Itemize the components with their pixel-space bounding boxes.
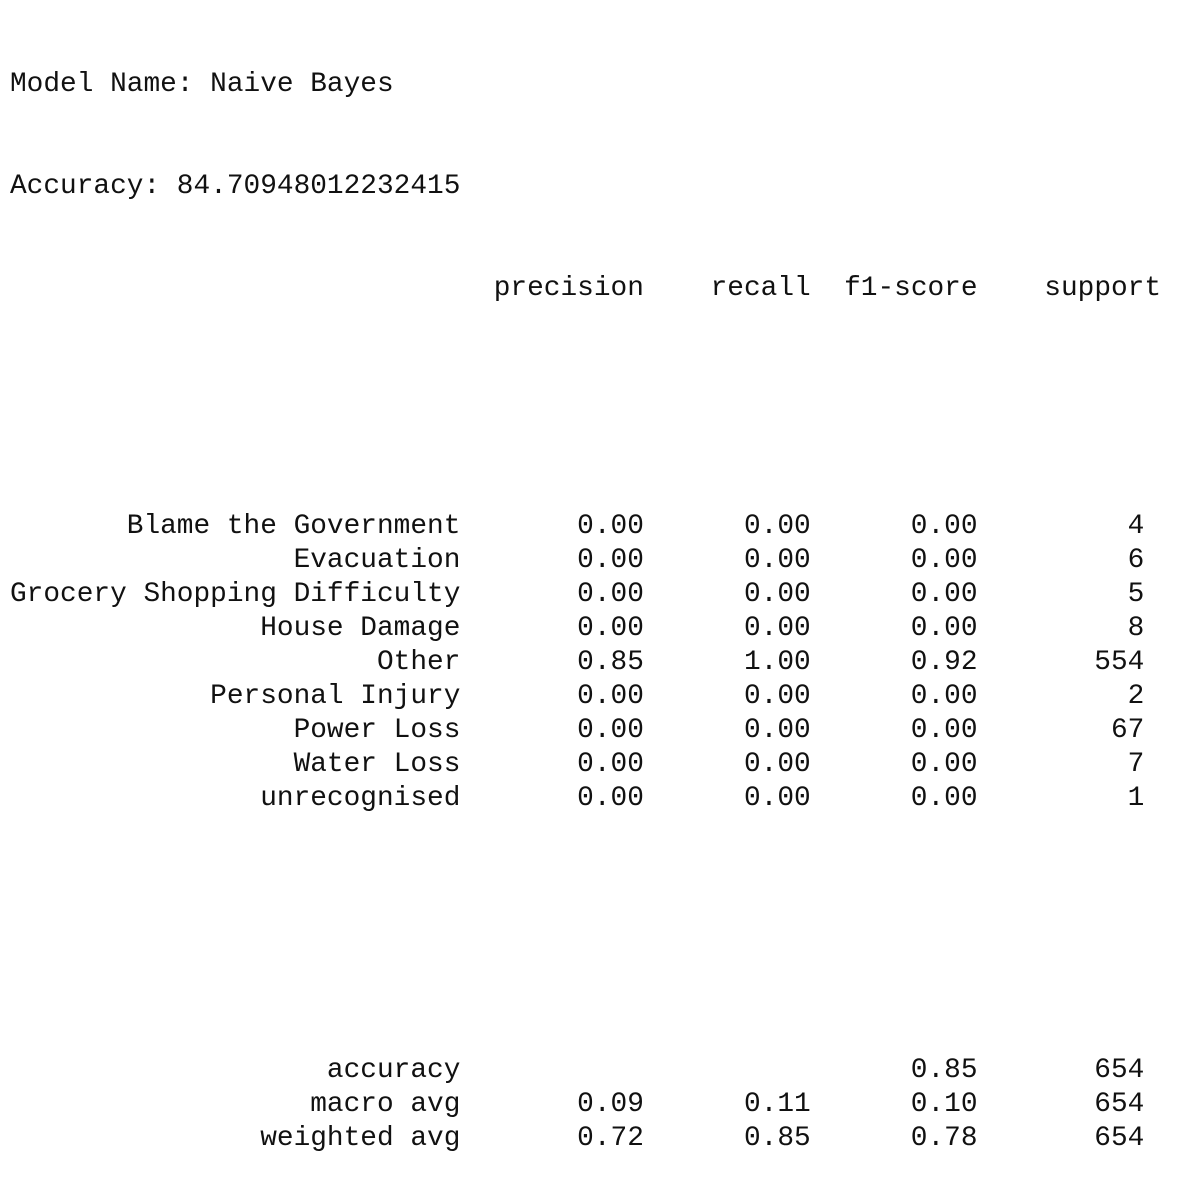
row-label: Water Loss: [10, 749, 461, 780]
cell-precision: [460, 1055, 644, 1086]
cell-support: 554: [977, 647, 1145, 678]
row-label: accuracy: [10, 1055, 461, 1086]
cell-precision: 0.00: [460, 613, 644, 644]
report-row: unrecognised 0.00 0.00 0.00 1: [10, 782, 1161, 816]
report-row: Water Loss 0.00 0.00 0.00 7: [10, 748, 1161, 782]
column-header-support: support: [1044, 273, 1162, 304]
cell-support: 654: [977, 1123, 1145, 1154]
cell-precision: 0.00: [460, 545, 644, 576]
cell-recall: 0.00: [643, 681, 811, 712]
cell-recall: 0.85: [643, 1123, 811, 1154]
report-row: Evacuation 0.00 0.00 0.00 6: [10, 544, 1161, 578]
cell-recall: 0.00: [643, 715, 811, 746]
cell-f1-score: 0.10: [810, 1089, 978, 1120]
cell-f1-score: 0.00: [810, 749, 978, 780]
row-label: Evacuation: [10, 545, 461, 576]
summary-row: macro avg 0.09 0.11 0.10 654: [10, 1088, 1161, 1122]
cell-precision: 0.72: [460, 1123, 644, 1154]
cell-f1-score: 0.00: [810, 579, 978, 610]
report-row: Grocery Shopping Difficulty 0.00 0.00 0.…: [10, 578, 1161, 612]
cell-precision: 0.09: [460, 1089, 644, 1120]
column-header-f1-score: f1-score: [844, 273, 978, 304]
row-label: Blame the Government: [10, 511, 461, 542]
cell-support: 2: [977, 681, 1145, 712]
cell-support: 5: [977, 579, 1145, 610]
cell-support: 654: [977, 1089, 1145, 1120]
cell-precision: 0.00: [460, 579, 644, 610]
cell-f1-score: 0.00: [810, 613, 978, 644]
class-rows: Blame the Government 0.00 0.00 0.00 4 Ev…: [10, 510, 1161, 816]
cell-recall: 0.00: [643, 511, 811, 542]
report-row: Other 0.85 1.00 0.92 554: [10, 646, 1161, 680]
cell-precision: 0.85: [460, 647, 644, 678]
cell-f1-score: 0.00: [810, 681, 978, 712]
report-row: Personal Injury 0.00 0.00 0.00 2: [10, 680, 1161, 714]
cell-precision: 0.00: [460, 715, 644, 746]
summary-row: weighted avg 0.72 0.85 0.78 654: [10, 1122, 1161, 1156]
summary-rows: accuracy 0.85 654 macro avg 0.09 0.11 0.…: [10, 1054, 1161, 1156]
cell-recall: 0.00: [643, 749, 811, 780]
cell-support: 1: [977, 783, 1145, 814]
model-name-text: Model Name: Naive Bayes: [10, 69, 394, 100]
cell-support: 67: [977, 715, 1145, 746]
blank-line: [10, 918, 1161, 952]
classification-report-output: Model Name: Naive Bayes Accuracy: 84.709…: [10, 0, 1161, 1190]
cell-support: 4: [977, 511, 1145, 542]
report-row: Blame the Government 0.00 0.00 0.00 4: [10, 510, 1161, 544]
row-label: Personal Injury: [10, 681, 461, 712]
report-row: House Damage 0.00 0.00 0.00 8: [10, 612, 1161, 646]
column-header-precision: precision: [493, 273, 644, 304]
cell-recall: [644, 1055, 811, 1086]
cell-f1-score: 0.85: [810, 1055, 978, 1086]
row-label: House Damage: [10, 613, 461, 644]
cell-recall: 1.00: [643, 647, 811, 678]
cell-support: 8: [977, 613, 1145, 644]
cell-f1-score: 0.78: [810, 1123, 978, 1154]
report-spacer: [10, 273, 494, 304]
cell-f1-score: 0.92: [810, 647, 978, 678]
gap-3: [978, 273, 1045, 304]
cell-precision: 0.00: [460, 681, 644, 712]
cell-precision: 0.00: [460, 511, 644, 542]
gap-2: [811, 273, 844, 304]
row-label: Grocery Shopping Difficulty: [10, 579, 461, 610]
cell-recall: 0.00: [643, 783, 811, 814]
cell-f1-score: 0.00: [810, 783, 978, 814]
cell-support: 6: [977, 545, 1145, 576]
cell-recall: 0.00: [643, 545, 811, 576]
model-name-line: Model Name: Naive Bayes: [10, 68, 1161, 102]
cell-support: 654: [977, 1055, 1145, 1086]
row-label: weighted avg: [10, 1123, 461, 1154]
cell-recall: 0.00: [643, 579, 811, 610]
cell-f1-score: 0.00: [810, 511, 978, 542]
cell-recall: 0.11: [643, 1089, 811, 1120]
cell-recall: 0.00: [643, 613, 811, 644]
report-row: Power Loss 0.00 0.00 0.00 67: [10, 714, 1161, 748]
accuracy-line: Accuracy: 84.70948012232415: [10, 170, 1161, 204]
column-header-recall: recall: [710, 273, 811, 304]
cell-precision: 0.00: [460, 783, 644, 814]
row-label: unrecognised: [10, 783, 461, 814]
blank-line: [10, 374, 1161, 408]
report-header-row: precision recall f1-score support: [10, 272, 1161, 306]
row-label: Power Loss: [10, 715, 461, 746]
cell-precision: 0.00: [460, 749, 644, 780]
cell-f1-score: 0.00: [810, 545, 978, 576]
gap-1: [644, 273, 711, 304]
cell-support: 7: [977, 749, 1145, 780]
cell-f1-score: 0.00: [810, 715, 978, 746]
row-label: Other: [10, 647, 461, 678]
accuracy-text: Accuracy: 84.70948012232415: [10, 171, 461, 202]
summary-row: accuracy 0.85 654: [10, 1054, 1161, 1088]
row-label: macro avg: [10, 1089, 461, 1120]
